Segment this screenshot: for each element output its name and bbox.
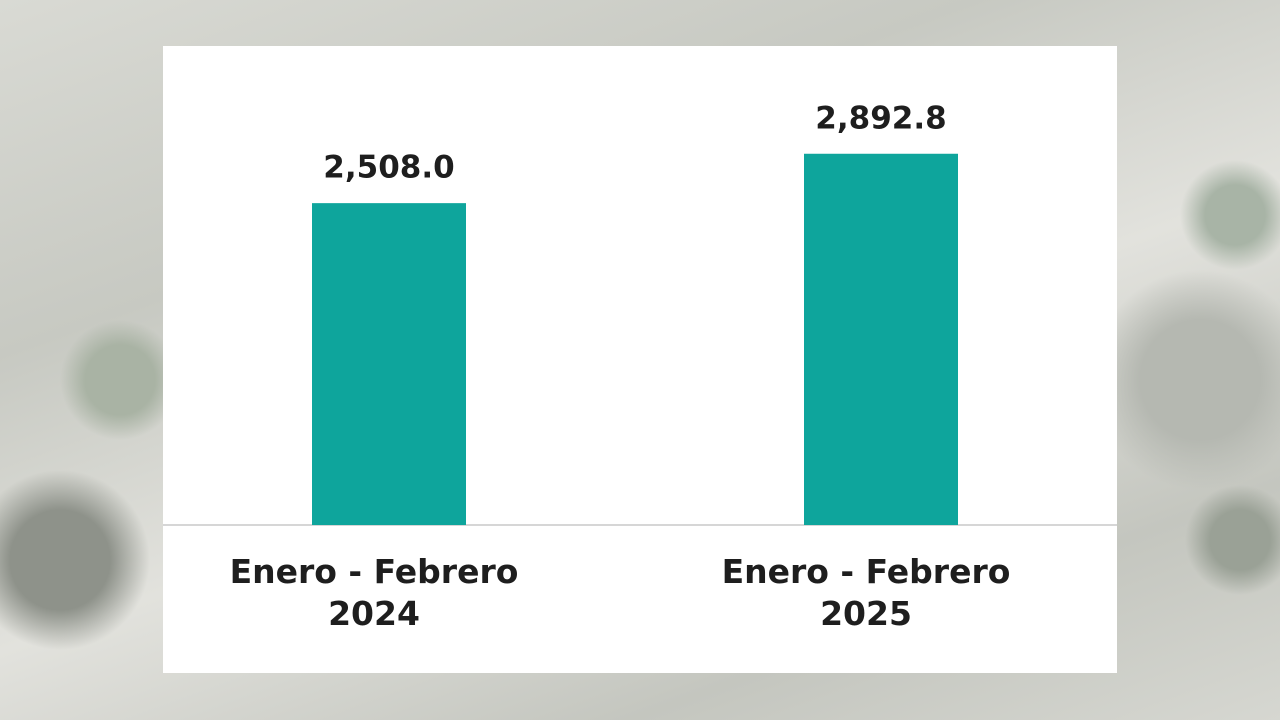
- x-tick-label: Enero - Febrero 2025: [721, 552, 1011, 633]
- bar: [312, 203, 466, 525]
- value-label: 2,508.0: [323, 150, 454, 186]
- bar: [804, 153, 958, 526]
- value-label: 2,892.8: [815, 100, 946, 136]
- x-tick-label: Enero - Febrero 2024: [229, 552, 519, 633]
